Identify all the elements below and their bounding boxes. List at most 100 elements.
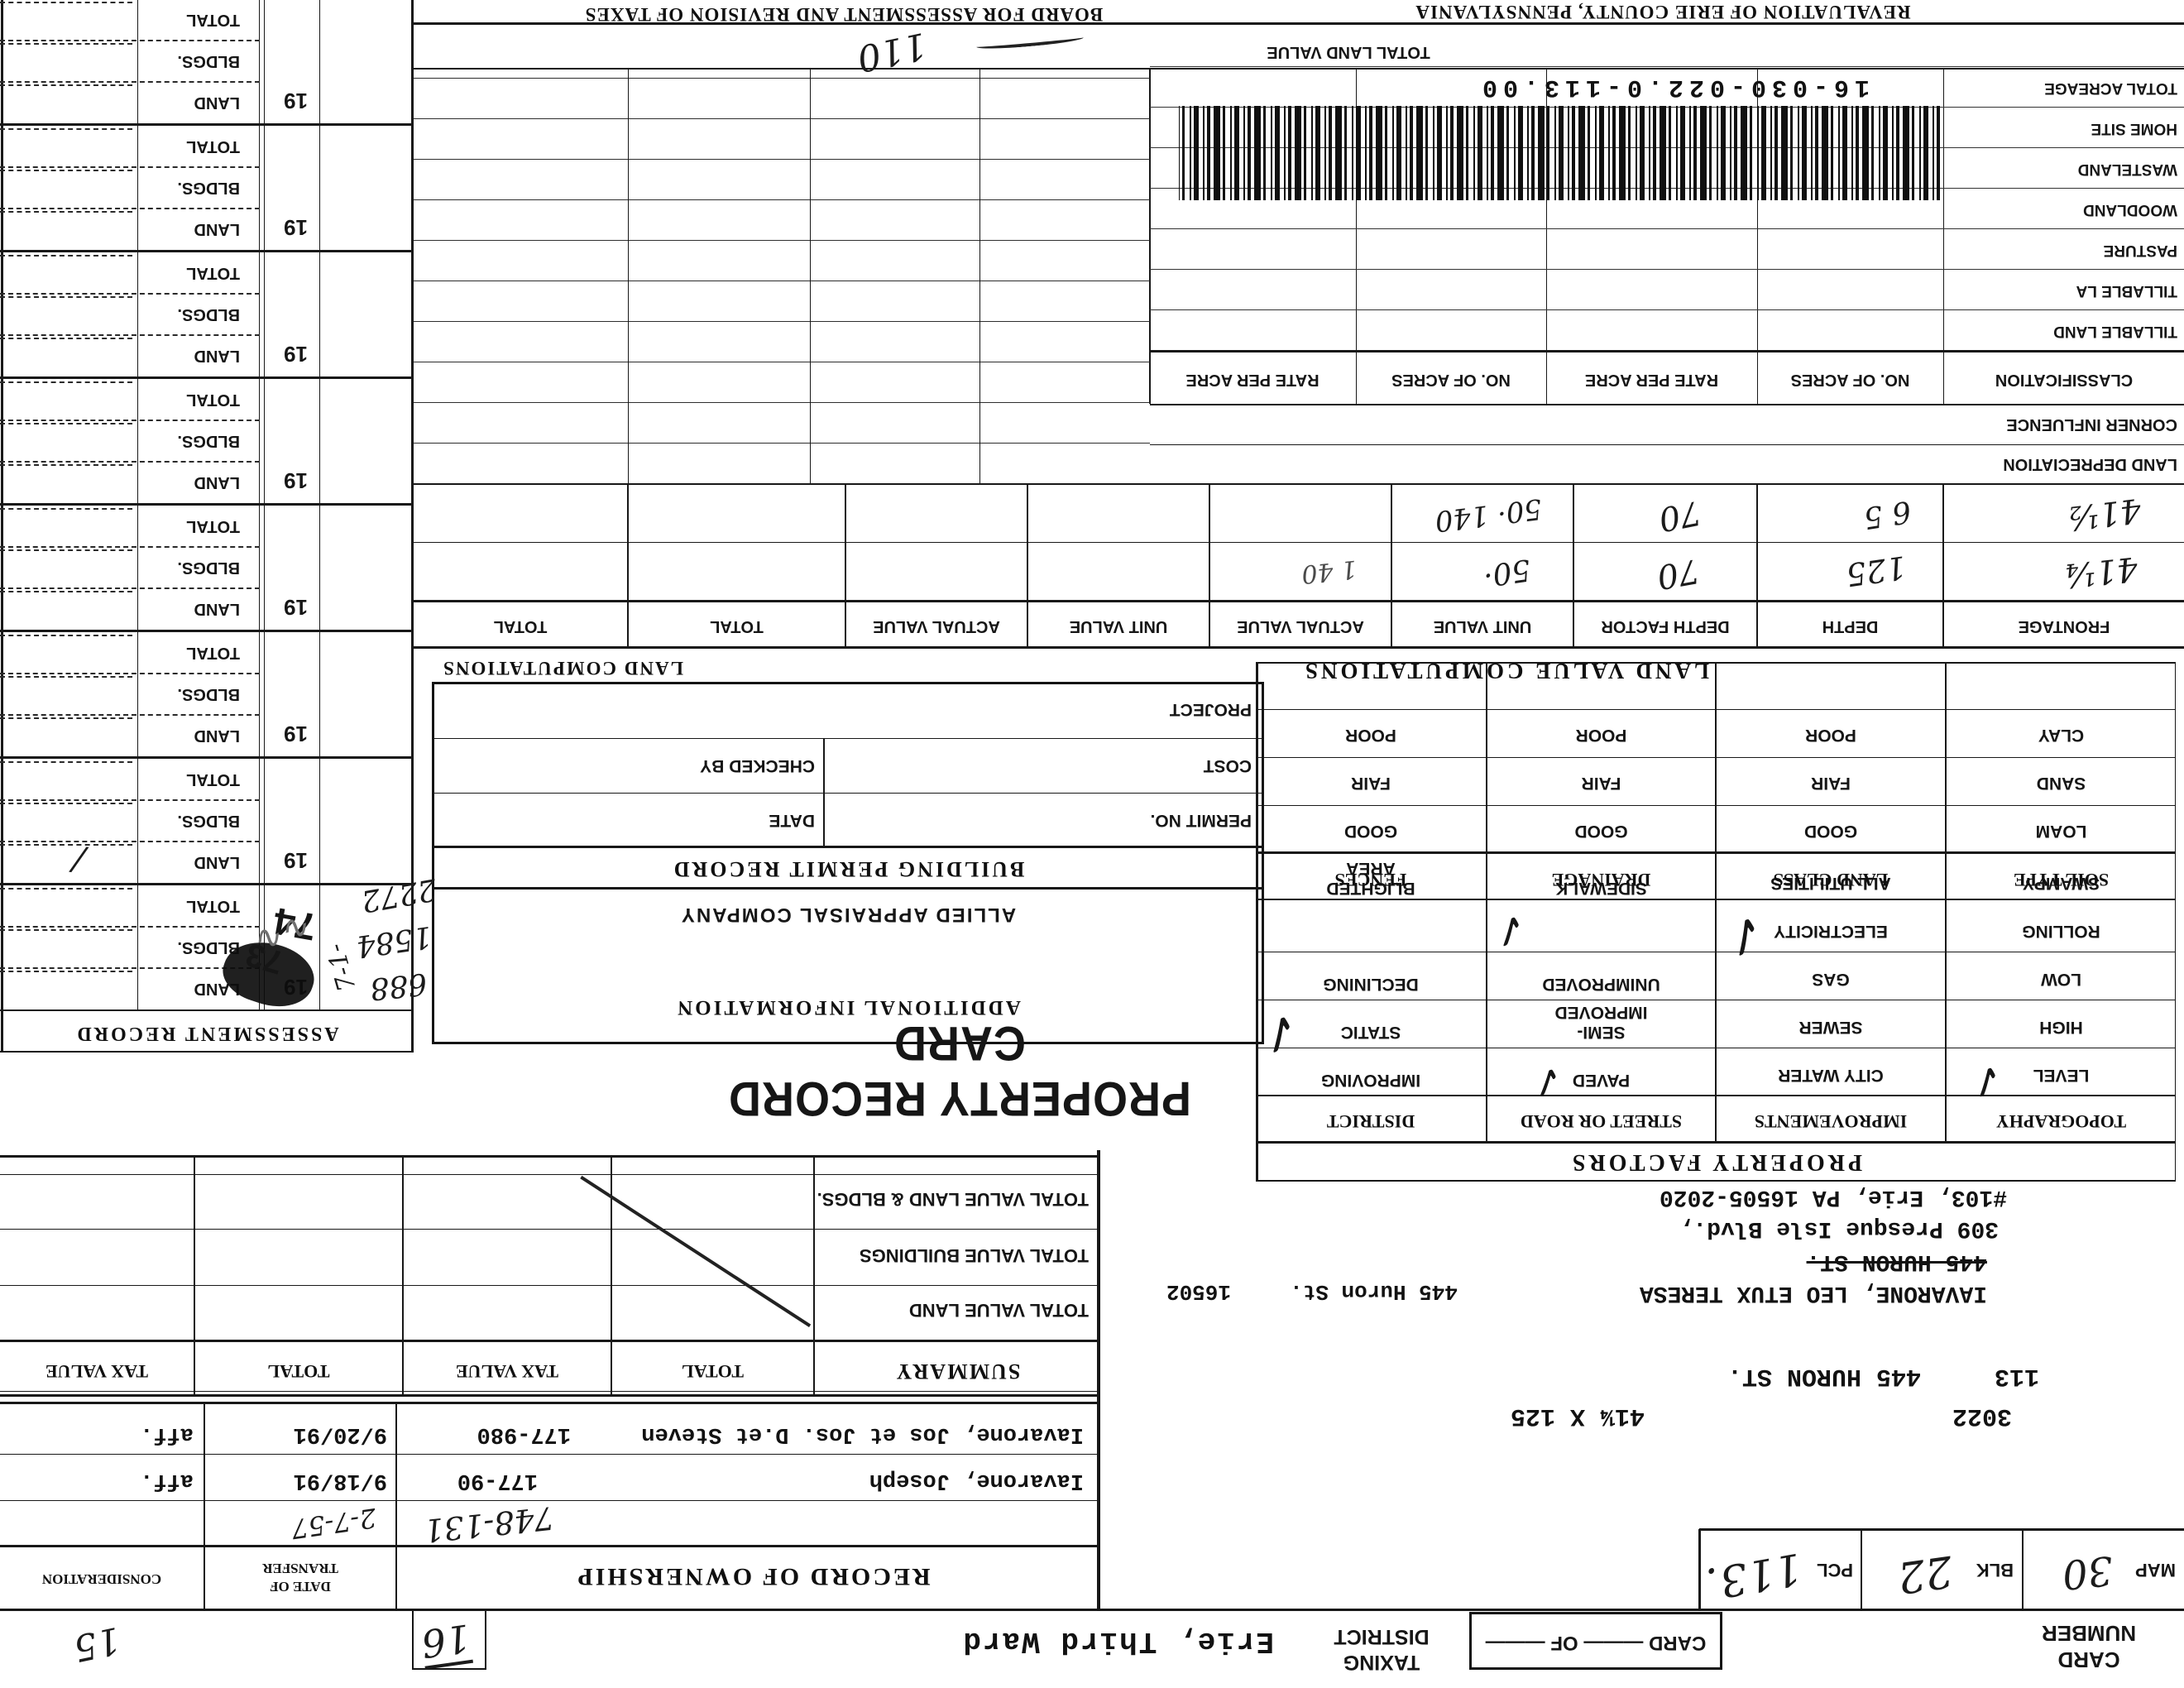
- ownership-table: RECORD OF OWNERSHIP DATE OF TRANSFER CON…: [0, 1150, 1100, 1609]
- soil-cell: SAND: [2036, 774, 2086, 793]
- factors-soil-rows: LOAM GOOD GOOD GOOD SAND FAIR FAIR FAIR …: [1256, 710, 2176, 854]
- comp-header-actual-1: ACTUAL VALUE: [1237, 617, 1364, 635]
- ownership-row-2-name: Iavarone, Jos et Jos. D.et Steven: [641, 1422, 1084, 1446]
- owner-name: IAVARONE, LEO ETUX TERESA: [1639, 1280, 1987, 1306]
- factor-cell: PAVED: [1572, 1071, 1631, 1090]
- hw-r2-factor: 70: [1655, 492, 1704, 539]
- assessment-row-total-label: TOTAL: [186, 264, 240, 282]
- barcode-number: 16-030-022.0-113.00: [1476, 73, 1870, 101]
- soil-cell: POOR: [1575, 726, 1627, 745]
- comp-header-unit-2: UNIT VALUE: [1069, 617, 1168, 635]
- card-of-box: CARD ——— OF ———: [1469, 1612, 1722, 1670]
- pcl-label: PCL: [1817, 1560, 1853, 1580]
- permit-no-label: PERMIT NO.: [1150, 811, 1252, 830]
- factor-cell: LOW: [2041, 970, 2081, 989]
- corner-handwritten-15: 15: [69, 1618, 124, 1670]
- comp-header-actual-2: ACTUAL VALUE: [873, 617, 1000, 635]
- factor-cell: CITY WATER: [1778, 1066, 1884, 1085]
- total-land-value-label: TOTAL LAND VALUE: [1267, 43, 1430, 61]
- soil-cell: GOOD: [1574, 822, 1628, 841]
- factor-cell: HIGH: [2039, 1018, 2083, 1037]
- hw-book-page: 748-131: [422, 1499, 556, 1550]
- factor-cell: UNIMPROVED: [1542, 975, 1660, 994]
- lot-size: 41¼ X 125: [1510, 1402, 1645, 1430]
- assessment-row-land-label: LAND: [194, 220, 240, 238]
- permit-project-label: PROJECT: [1169, 700, 1252, 719]
- blk-value-handwritten: 22: [1894, 1545, 1956, 1603]
- map-label: MAP: [2135, 1560, 2176, 1580]
- summary-title: SUMMARY: [894, 1360, 1021, 1383]
- corner-influence-label: CORNER INFLUENCE: [2006, 415, 2177, 434]
- land-computations-side-title: LAND COMPUTATIONS: [442, 658, 683, 679]
- summary-row-land-bldgs: TOTAL VALUE LAND & BLDGS.: [817, 1189, 1089, 1210]
- assessment-year-prefix: 19: [284, 468, 308, 493]
- card-of-label: CARD ——— OF ———: [1485, 1632, 1707, 1654]
- assessment-row-land-label: LAND: [194, 94, 240, 112]
- hw-r2-depth: 6 5: [1861, 493, 1913, 535]
- factors-header-soil: SOIL TYPE: [2013, 870, 2110, 890]
- assessment-row-total-label: TOTAL: [186, 517, 240, 535]
- assessment-row-bldgs-label: BLDGS.: [177, 685, 240, 703]
- acreage-row-label: HOME SITE: [2091, 120, 2177, 137]
- factor-cell: IMPROVING: [1320, 1071, 1421, 1090]
- assessment-row-bldgs-label: BLDGS.: [177, 179, 240, 197]
- soil-cell: FAIR: [1351, 774, 1391, 793]
- soil-cell: LOAM: [2035, 822, 2087, 841]
- summary-table: SUMMARY TOTAL TAX VALUE TOTAL TAX VALUE …: [0, 1155, 1100, 1397]
- assessment-year-prefix: 19: [284, 848, 308, 873]
- card-count-handwritten: 16: [418, 1615, 473, 1666]
- soil-cell: GOOD: [1803, 822, 1858, 841]
- assessment-row-land-label: LAND: [194, 600, 240, 618]
- map-blk-pcl-row: MAP 30 BLK 22 PCL 113.: [1698, 1528, 2184, 1609]
- ownership-row-2-consideration: aff.: [140, 1422, 194, 1446]
- footer-revaluation: REVALUATION OF ERIE COUNTY, PENNSYLVANIA: [1415, 2, 1911, 22]
- factor-cell: ROLLING: [2022, 922, 2100, 941]
- assessment-year-prefix: 19: [284, 89, 308, 113]
- hw-value-land: 688: [368, 966, 429, 1006]
- hw-transfer-date: 2-7-57: [289, 1502, 379, 1545]
- mail-address-2: #103, Erie, PA 16505-2020: [1659, 1184, 2007, 1210]
- acreage-row-label: TILLABLE LA: [2076, 282, 2177, 300]
- factor-cell: DECLINING: [1323, 975, 1419, 994]
- soil-cell: CLAY: [2038, 726, 2085, 745]
- summary-col-taxvalue-2: TAX VALUE: [45, 1361, 149, 1382]
- acreage-row-label: WASTELAND: [2077, 161, 2177, 178]
- property-factors-title: PROPERTY FACTORS: [1569, 1149, 1863, 1175]
- computation-grid: [414, 70, 1150, 483]
- factor-cell: SEMI- IMPROVED: [1554, 1003, 1648, 1042]
- factors-options-rows: LEVEL CITY WATER PAVED IMPROVING HIGH SE…: [1256, 856, 2176, 1096]
- additional-info-box: ADDITIONAL INFORMATION ALLIED APPRAISAL …: [432, 682, 1264, 1044]
- soil-cell: GOOD: [1343, 822, 1398, 841]
- factors-header-district: DISTRICT: [1326, 1111, 1415, 1132]
- assessment-row-bldgs-label: BLDGS.: [177, 812, 240, 830]
- ownership-row-1-name: Iavarone, Joseph: [869, 1468, 1084, 1493]
- permit-cost-label: COST: [1203, 756, 1252, 775]
- property-factors-table: PROPERTY FACTORS TOPOGRAPHY IMPROVEMENTS…: [1252, 662, 2176, 1182]
- soil-cell: FAIR: [1581, 774, 1621, 793]
- comp-header-depth-factor: DEPTH FACTOR: [1601, 617, 1730, 635]
- class-header-rate-2: RATE PER ACRE: [1185, 371, 1320, 389]
- land-depreciation-label: LAND DEPRECIATION: [2003, 455, 2177, 473]
- building-permit-title: BUILDING PERMIT RECORD: [671, 857, 1025, 881]
- hw-r2-unit: 50· 140: [1433, 492, 1544, 538]
- soil-cell: FAIR: [1811, 774, 1851, 793]
- assessment-record: ASSESSMENT RECORD 19 LAND BLDGS. TOTAL: [0, 0, 414, 1053]
- hw-r1-frontage: 41¼: [2062, 549, 2140, 595]
- assessment-year-prefix: 19: [284, 595, 308, 620]
- class-header-classification: CLASSIFICATION: [1995, 371, 2134, 389]
- assessment-year-prefix: 19: [284, 215, 308, 240]
- hw-wavy-mark: [975, 33, 1085, 51]
- acreage-row-label: PASTURE: [2103, 242, 2177, 259]
- assessment-groups: 19 LAND BLDGS. TOTAL 19 LA: [0, 0, 414, 1009]
- taxing-district-value: Erie, Third Ward: [961, 1624, 1274, 1658]
- summary-col-total-1: TOTAL: [682, 1361, 744, 1382]
- assessment-row-land-label: LAND: [194, 727, 240, 745]
- summary-row-buildings: TOTAL VALUE BUILDINGS: [859, 1245, 1089, 1266]
- ownership-row-1-consideration: aff.: [140, 1468, 194, 1493]
- control-number: 3022: [1952, 1402, 2012, 1430]
- consideration-header: CONSIDERATION: [41, 1571, 162, 1587]
- situs-address: 445 HURON ST.: [1727, 1362, 1921, 1390]
- parcel-barcode: [1179, 106, 1940, 200]
